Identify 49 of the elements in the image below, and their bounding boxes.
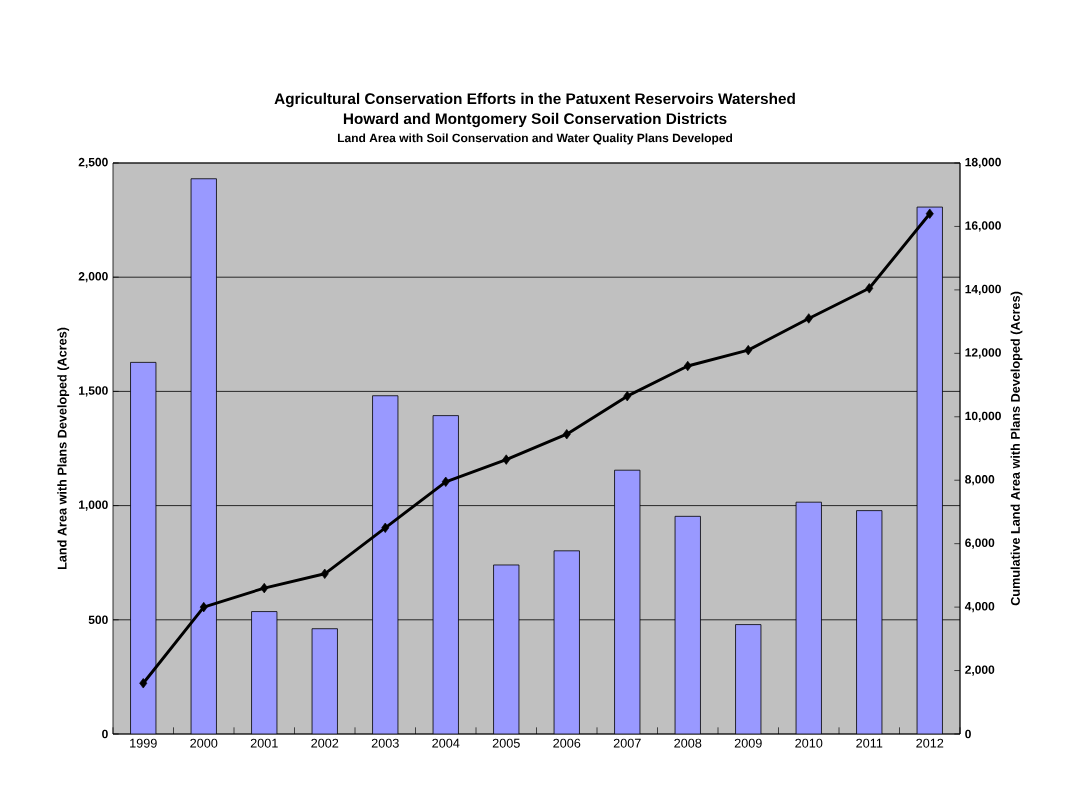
- y-axis-title: Land Area with Plans Developed (Acres): [57, 327, 70, 570]
- x-tick-label: 2010: [795, 738, 823, 748]
- x-tick-label: 2004: [432, 738, 460, 748]
- point: [683, 360, 692, 372]
- point: [865, 283, 874, 294]
- chart-title: Agricultural Conservation Efforts in the Patuxent Reservoirs Watershed: [274, 92, 795, 108]
- point: [260, 582, 269, 594]
- point: [502, 454, 511, 465]
- x-tick-label: 2002: [311, 738, 339, 748]
- x-tick-label: 2006: [553, 738, 581, 748]
- y2-tick-label: 14,000: [965, 284, 1001, 296]
- y-tick-label: 500: [88, 615, 108, 625]
- point: [139, 678, 148, 689]
- x-tick-label: 2011: [856, 738, 883, 748]
- y2-tick-label: 6,000: [965, 538, 995, 549]
- point: [320, 568, 329, 579]
- x-tick-label: 2005: [492, 738, 520, 748]
- y2-tick-label: 2,000: [965, 665, 995, 676]
- x-tick-label: 1999: [130, 738, 157, 748]
- x-tick-label: 2009: [734, 738, 762, 748]
- x-tick-label: 2012: [916, 738, 944, 748]
- point: [623, 391, 632, 402]
- y-tick-label: 2,000: [78, 272, 108, 283]
- y-tick-label: 1,000: [79, 500, 108, 511]
- point: [562, 429, 571, 440]
- x-tick-label: 2003: [371, 738, 399, 748]
- point: [744, 345, 753, 356]
- x-tick-label: 2001: [250, 738, 278, 748]
- y2-tick-label: 18,000: [965, 157, 1001, 169]
- y2-tick-label: 12,000: [965, 348, 1001, 359]
- y2-tick-label: 10,000: [965, 411, 1001, 422]
- point: [199, 601, 208, 613]
- y-tick-label: 2,500: [78, 157, 108, 169]
- x-tick-label: 2008: [674, 738, 702, 748]
- y2-tick-label: 0: [965, 729, 971, 739]
- chart-subtitle: Howard and Montgomery Soil Conservation Districts: [343, 112, 727, 128]
- x-tick-label: 2007: [613, 738, 641, 748]
- x-tick-label: 2000: [190, 738, 218, 748]
- y2-tick-label: 16,000: [965, 221, 1001, 232]
- y2-axis-title: Cumulative Land Area with Plans Developed (Acres): [1010, 291, 1023, 606]
- y2-tick-label: 4,000: [964, 601, 995, 613]
- point: [441, 476, 450, 487]
- y-tick-label: 0: [102, 729, 108, 739]
- y-tick-label: 1,500: [79, 386, 108, 397]
- text: Land Area with Soil Conservation and Water Quality Plans Developed: [337, 133, 733, 145]
- point: [381, 522, 390, 533]
- y2-tick-label: 8,000: [965, 475, 995, 486]
- point: [925, 208, 934, 219]
- point: [804, 313, 813, 324]
